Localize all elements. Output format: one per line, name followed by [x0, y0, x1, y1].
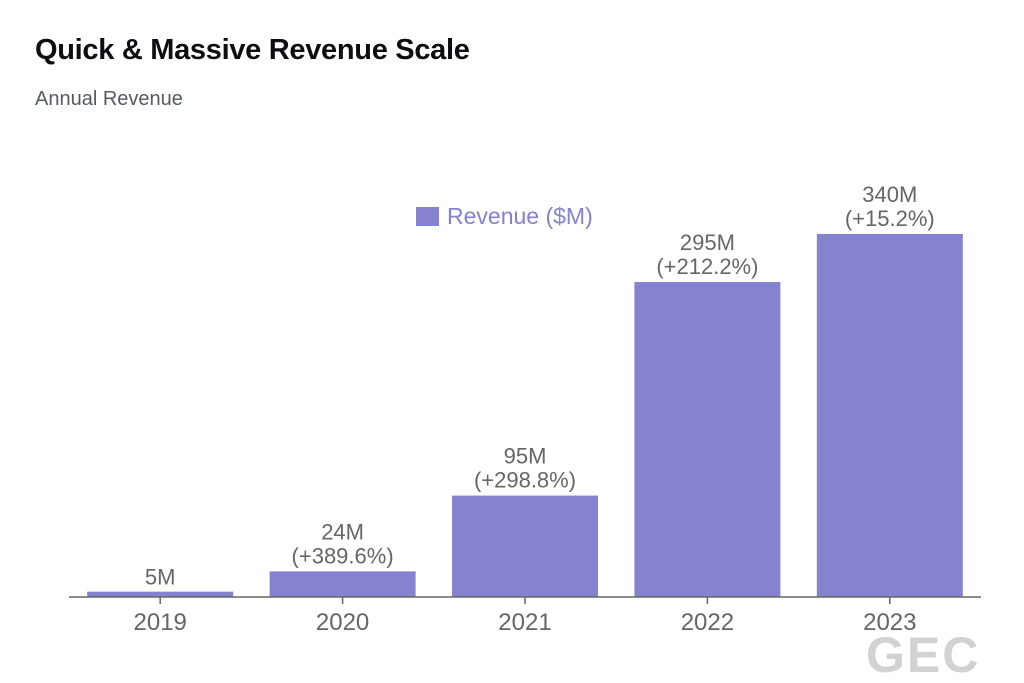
chart-title: Quick & Massive Revenue Scale [35, 34, 470, 66]
data-label-value-2021: 95M [504, 444, 547, 469]
x-axis-ticks: 2019 2020 2021 2022 2023 [134, 597, 916, 636]
bar-2021 [452, 495, 598, 597]
legend-swatch-revenue [416, 207, 439, 226]
chart-subtitle: Annual Revenue [35, 88, 183, 110]
x-tick-label-2023: 2023 [863, 609, 916, 636]
data-label-growth-2022: (+212.2%) [656, 254, 758, 279]
data-labels-group: 5M 24M(+389.6%) 95M(+298.8%) 295M(+212.2%) 3… [145, 182, 935, 590]
x-tick-label-2021: 2021 [498, 609, 551, 636]
legend-label-revenue: Revenue ($M) [447, 203, 593, 229]
bar-2023 [816, 234, 963, 597]
bar-2022 [634, 282, 781, 597]
bars-group [87, 234, 963, 597]
bar-2020 [269, 571, 416, 597]
legend: Revenue ($M) [416, 203, 593, 229]
data-label-value-2022: 295M [680, 230, 735, 255]
data-label-growth-2020: (+389.6%) [292, 543, 394, 568]
data-label-value-2020: 24M [321, 519, 364, 544]
data-label-value-2019: 5M [145, 565, 176, 590]
x-tick-label-2019: 2019 [134, 609, 187, 636]
watermark-logo: GEC [866, 627, 981, 683]
bar-2019 [87, 591, 234, 597]
x-tick-label-2022: 2022 [681, 609, 734, 636]
data-label-growth-2021: (+298.8%) [474, 468, 576, 493]
data-label-growth-2023: (+15.2%) [845, 206, 935, 231]
data-label-value-2023: 340M [862, 182, 917, 207]
x-tick-label-2020: 2020 [316, 609, 369, 636]
